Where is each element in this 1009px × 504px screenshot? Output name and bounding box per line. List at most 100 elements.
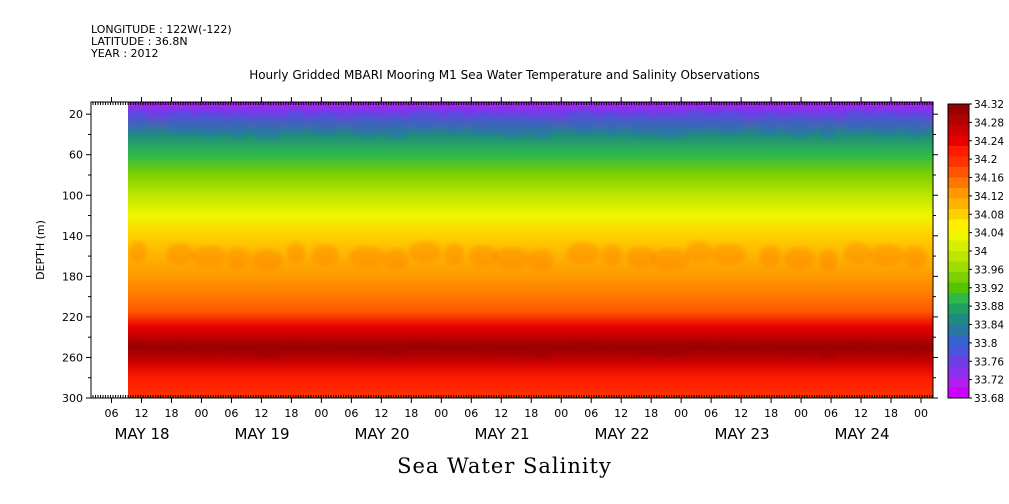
salinity-contour-patch <box>650 347 690 358</box>
colorbar-label: 34.2 <box>974 154 997 166</box>
colorbar-label: 34.12 <box>974 191 1004 203</box>
x-day-label: MAY 20 <box>354 425 409 443</box>
x-tick-label: 12 <box>614 407 628 420</box>
salinity-contour-patch <box>311 343 339 354</box>
salinity-contour-patch <box>528 116 554 141</box>
colorbar-swatch <box>948 198 969 210</box>
salinity-contour-patch <box>191 112 227 137</box>
salinity-contour-patch <box>783 247 815 270</box>
colorbar-label: 33.84 <box>974 320 1004 332</box>
x-axis: 06 12 18 00 06 12 18 00 06 12 18 00 06 12 18 00 06 12 18 00… <box>92 97 933 443</box>
salinity-contour-patch <box>686 340 712 351</box>
salinity-contour-patch <box>710 342 746 353</box>
colorbar-label: 34.04 <box>974 228 1004 240</box>
salinity-contour-patch <box>493 346 531 357</box>
salinity-contour-patch <box>286 341 306 352</box>
salinity-contour-patch <box>286 242 306 265</box>
salinity-contour-patch <box>444 243 464 266</box>
x-tick-label: 06 <box>105 407 119 420</box>
x-tick-label: 12 <box>494 407 508 420</box>
salinity-contour-patch <box>444 342 464 353</box>
colorbar-swatch <box>948 188 969 199</box>
colorbar-swatch <box>948 125 969 136</box>
x-tick-label: 12 <box>254 407 268 420</box>
salinity-contour-patch <box>686 108 712 133</box>
salinity-contour-patch <box>843 109 871 134</box>
x-day-label: MAY 18 <box>114 425 169 443</box>
salinity-contour-patch <box>903 246 927 269</box>
x-tick-label: 18 <box>284 407 298 420</box>
plot-frame <box>90 101 934 399</box>
salinity-contour-patch <box>226 247 250 270</box>
salinity-contour-patch <box>493 247 531 270</box>
salinity-contour-patch <box>408 108 442 133</box>
y-axis-label: DEPTH (m) <box>34 220 47 280</box>
colorbar: 34.32 34.28 34.24 34.2 34.16 34.12 34.08 34.04 3… <box>947 99 1004 405</box>
salinity-contour-patch <box>251 249 283 272</box>
colorbar-swatch <box>948 135 969 147</box>
colorbar-swatch <box>948 345 969 357</box>
x-tick-label: 00 <box>794 407 808 420</box>
salinity-contour-patch <box>566 109 600 134</box>
salinity-contour-patch <box>783 346 815 357</box>
y-axis: 20 60 100 140 180 220 260 300 <box>62 108 938 405</box>
salinity-contour-patch <box>444 110 464 135</box>
salinity-contour-patch <box>166 342 194 353</box>
colorbar-swatch <box>948 356 969 367</box>
salinity-contour-patch <box>384 248 408 271</box>
salinity-contour-patch <box>468 112 498 137</box>
colorbar-label: 34.24 <box>974 136 1004 148</box>
x-tick-label: 00 <box>914 407 928 420</box>
colorbar-swatch <box>948 261 969 273</box>
salinity-contour-patch <box>311 244 339 267</box>
salinity-contour-patch <box>528 249 554 272</box>
salinity-contour-patch <box>626 246 656 269</box>
x-tick-label: 18 <box>164 407 178 420</box>
colorbar-swatch <box>948 146 969 157</box>
colorbar-swatch <box>948 240 969 252</box>
salinity-contour-patch <box>129 108 147 133</box>
salinity-contour-patch <box>566 242 600 265</box>
y-tick-label: 140 <box>62 230 83 243</box>
x-day-label: MAY 24 <box>834 425 889 443</box>
salinity-contour-patch <box>759 344 781 355</box>
colorbar-swatch <box>948 156 969 168</box>
salinity-contour-patch <box>251 348 283 359</box>
salinity-contour-patch <box>843 341 871 352</box>
salinity-contour-patch <box>348 246 386 269</box>
salinity-contour-patch <box>166 110 194 135</box>
x-tick-label: 00 <box>674 407 688 420</box>
plot-area <box>90 101 934 399</box>
salinity-contour-patch <box>783 114 815 139</box>
salinity-contour-patch <box>129 340 147 351</box>
salinity-contour-patch <box>650 115 690 140</box>
colorbar-swatch <box>948 387 969 399</box>
x-tick-label: 12 <box>374 407 388 420</box>
salinity-contour-patch <box>819 249 837 272</box>
y-tick-label: 300 <box>62 392 83 405</box>
colorbar-swatch <box>948 177 969 189</box>
salinity-contour-patch <box>566 341 600 352</box>
y-tick-label: 60 <box>69 149 83 162</box>
colorbar-label: 34.16 <box>974 173 1004 185</box>
colorbar-swatch <box>948 303 969 315</box>
colorbar-swatch <box>948 324 969 336</box>
x-day-label: MAY 22 <box>594 425 649 443</box>
salinity-contour-patch <box>191 245 227 268</box>
salinity-contour-patch <box>226 114 250 139</box>
salinity-contour-patch <box>903 113 927 138</box>
salinity-contour-patch <box>626 113 656 138</box>
longitude-label: LONGITUDE : 122W(-122) <box>91 23 232 36</box>
salinity-contour-patch <box>903 345 927 356</box>
colorbar-label: 33.72 <box>974 375 1004 387</box>
salinity-contour-patch <box>710 110 746 135</box>
colorbar-swatch <box>948 314 969 325</box>
colorbar-label: 33.76 <box>974 356 1004 368</box>
chart-title: Hourly Gridded MBARI Mooring M1 Sea Wate… <box>249 68 760 82</box>
x-tick-label: 00 <box>314 407 328 420</box>
year-label: YEAR : 2012 <box>91 47 159 60</box>
salinity-contour-patch <box>129 241 147 264</box>
salinity-contour-patch <box>348 345 386 356</box>
colorbar-label: 34.08 <box>974 209 1004 221</box>
